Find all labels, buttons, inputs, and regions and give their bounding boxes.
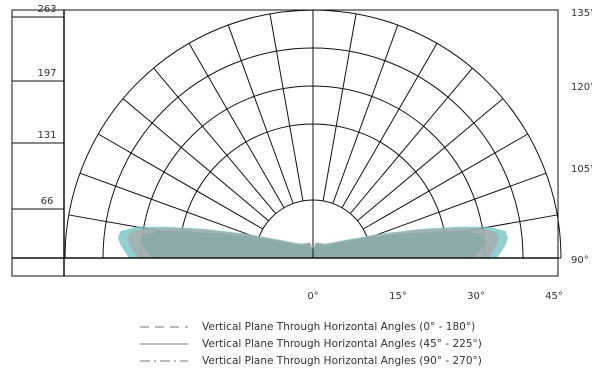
legend-label: Vertical Plane Through Horizontal Angles… (202, 354, 482, 367)
legend-dashed-line-icon (140, 326, 188, 327)
angle-label-bottom: 15° (389, 291, 407, 302)
grid-radial (97, 133, 264, 230)
angle-label-right: 90° (571, 255, 589, 266)
angle-label-right: 105° (571, 164, 592, 175)
value-tick-label: 131 (37, 130, 56, 141)
grid-radial (357, 98, 504, 222)
legend-label: Vertical Plane Through Horizontal Angles… (202, 337, 482, 350)
legend-dashdot-line-icon (140, 360, 188, 361)
legend-item: Vertical Plane Through Horizontal Angles… (138, 352, 558, 369)
legend-label: Vertical Plane Through Horizontal Angles… (202, 320, 476, 333)
grid-radial (362, 133, 529, 230)
angle-label-bottom: 30° (467, 291, 485, 302)
curve-right (313, 228, 499, 258)
grid-radial (367, 172, 547, 239)
angle-label-right: 120° (571, 82, 592, 93)
legend-item: Vertical Plane Through Horizontal Angles… (138, 318, 558, 335)
legend: Vertical Plane Through Horizontal Angles… (138, 318, 558, 369)
grid-radial (322, 13, 357, 201)
legend-item: Vertical Plane Through Horizontal Angles… (138, 335, 558, 352)
legend-solid-line-icon (140, 343, 188, 344)
distribution-curves (117, 226, 509, 258)
value-tick-label: 66 (41, 196, 54, 207)
grid-radial (122, 98, 269, 222)
grid-radial (269, 13, 304, 201)
grid-radial (332, 24, 399, 204)
grid-radial (153, 67, 277, 214)
value-tick-label: 197 (37, 68, 56, 79)
grid-radial (188, 42, 285, 209)
angle-label-bottom: 45° (545, 291, 563, 302)
curve-left (127, 228, 313, 258)
angle-label-right: 135° (571, 8, 592, 19)
grid-radial (349, 67, 473, 214)
grid-radial (79, 172, 259, 239)
axis-labels: 66 131 197 263 0° 15° 30° 45° 90° 105° 120° 135° (37, 4, 592, 302)
angle-label-bottom: 0° (307, 291, 318, 302)
value-tick-label: 263 (37, 4, 56, 15)
axis-frame (11, 9, 559, 277)
grid-radial (341, 42, 438, 209)
grid-radial (227, 24, 294, 204)
